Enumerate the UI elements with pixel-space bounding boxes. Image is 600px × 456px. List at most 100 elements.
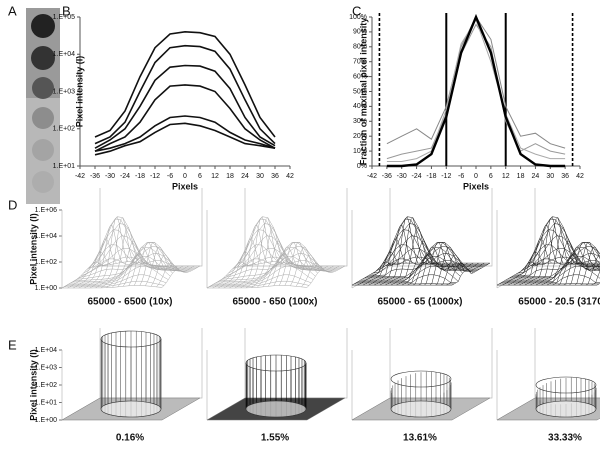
z-tick-label: 1.E+00 xyxy=(35,285,57,292)
y-tick-label: 100% xyxy=(349,14,367,21)
series-line xyxy=(386,23,566,160)
mesh-line xyxy=(383,235,484,286)
mesh-line xyxy=(95,247,196,287)
surface-mesh xyxy=(496,216,600,286)
y-tick-label: 90% xyxy=(353,29,367,36)
x-axis-label: Pixels xyxy=(463,181,489,191)
x-tick-label: 30 xyxy=(256,173,264,180)
z-tick-label: 1.E+03 xyxy=(35,364,57,371)
z-tick-label: 1.E+02 xyxy=(35,382,57,389)
y-tick-label: 0% xyxy=(357,163,367,170)
panel-label: C xyxy=(352,3,361,18)
x-tick-label: 6 xyxy=(198,173,202,180)
cylinder-mesh xyxy=(496,376,600,421)
mesh-line xyxy=(522,218,600,286)
mesh-line xyxy=(535,262,600,286)
cell-image-strip xyxy=(26,8,60,204)
series-line xyxy=(94,84,276,152)
z-tick-label: 1.E+04 xyxy=(35,347,57,354)
x-axis-label: Pixels xyxy=(172,181,198,191)
z-tick-label: 1.E+06 xyxy=(35,207,57,214)
mesh-line xyxy=(385,247,486,286)
x-tick-label: 0 xyxy=(474,173,478,180)
y-tick-label: 1.E+03 xyxy=(53,88,75,95)
category-label: 33.33% xyxy=(548,433,582,444)
y-tick-label: 1.E+04 xyxy=(53,51,75,58)
y-tick-label: 10% xyxy=(353,148,367,155)
x-tick-label: 12 xyxy=(502,173,510,180)
mesh-line xyxy=(238,235,339,286)
panel-label: E xyxy=(8,337,17,352)
y-axis-label: Pixel intensity (I) xyxy=(74,56,84,128)
axis-frame xyxy=(496,188,600,289)
series-line xyxy=(94,30,276,138)
z-tick-label: 1.E+04 xyxy=(35,233,57,240)
x-tick-label: 18 xyxy=(517,173,525,180)
x-tick-label: 30 xyxy=(546,173,554,180)
z-axis-label: Pixel intensity (I) xyxy=(28,213,38,285)
x-tick-label: -24 xyxy=(412,173,422,180)
cyl-top xyxy=(535,376,597,394)
x-tick-label: 42 xyxy=(286,173,294,180)
y-tick-label: 20% xyxy=(353,133,367,140)
x-tick-label: -36 xyxy=(382,173,392,180)
x-tick-label: -24 xyxy=(120,173,130,180)
series-line xyxy=(386,16,566,149)
mesh-line xyxy=(97,256,198,288)
cyl-top xyxy=(390,370,452,388)
cylinder-mesh xyxy=(206,354,346,421)
x-tick-label: -30 xyxy=(397,173,407,180)
mesh-line xyxy=(244,261,346,288)
mesh-line xyxy=(511,226,600,286)
x-tick-label: 6 xyxy=(489,173,493,180)
axis-frame xyxy=(61,188,203,289)
axis-frame xyxy=(351,188,493,289)
series-line xyxy=(386,13,566,168)
mesh-line xyxy=(528,235,600,286)
category-label: 65000 - 650 (100x) xyxy=(232,297,317,308)
x-tick-label: -18 xyxy=(135,173,145,180)
mesh-line xyxy=(99,261,201,288)
x-tick-label: -30 xyxy=(105,173,115,180)
cyl-base xyxy=(390,400,452,418)
category-label: 13.61% xyxy=(403,433,437,444)
x-tick-label: -12 xyxy=(150,173,160,180)
y-tick-label: 1.E+05 xyxy=(53,14,75,21)
category-label: 65000 - 65 (1000x) xyxy=(377,297,462,308)
y-tick-label: 70% xyxy=(353,59,367,66)
series-line xyxy=(386,18,566,162)
z-tick-label: 1.E+01 xyxy=(35,399,57,406)
category-label: 0.16% xyxy=(116,433,144,444)
mesh-line xyxy=(524,216,600,286)
x-tick-label: -12 xyxy=(441,173,451,180)
panel-label: D xyxy=(8,197,17,212)
x-tick-label: 36 xyxy=(561,173,569,180)
cylinder-mesh xyxy=(61,330,201,421)
cyl-base xyxy=(100,400,162,418)
x-tick-label: -6 xyxy=(167,173,173,180)
category-label: 65000 - 6500 (10x) xyxy=(87,297,172,308)
x-tick-label: -18 xyxy=(426,173,436,180)
x-tick-label: -42 xyxy=(75,173,85,180)
y-tick-label: 1.E+01 xyxy=(53,163,75,170)
x-tick-label: 36 xyxy=(271,173,279,180)
x-tick-label: 12 xyxy=(211,173,219,180)
surface-mesh xyxy=(351,216,491,286)
y-tick-label: 30% xyxy=(353,118,367,125)
z-axis-label: Pixel intensity (I) xyxy=(28,349,38,421)
x-tick-label: 24 xyxy=(532,173,540,180)
cyl-top xyxy=(100,330,162,348)
mesh-line xyxy=(530,247,600,286)
y-tick-label: 50% xyxy=(353,88,367,95)
mesh-line xyxy=(390,262,491,286)
y-tick-label: 60% xyxy=(353,73,367,80)
x-tick-label: -6 xyxy=(458,173,464,180)
z-tick-label: 1.E+02 xyxy=(35,259,57,266)
x-tick-label: 42 xyxy=(576,173,584,180)
mesh-line xyxy=(532,256,600,286)
x-tick-label: -36 xyxy=(90,173,100,180)
mesh-line xyxy=(242,256,343,288)
category-label: 1.55% xyxy=(261,433,289,444)
surface-mesh xyxy=(206,216,346,289)
